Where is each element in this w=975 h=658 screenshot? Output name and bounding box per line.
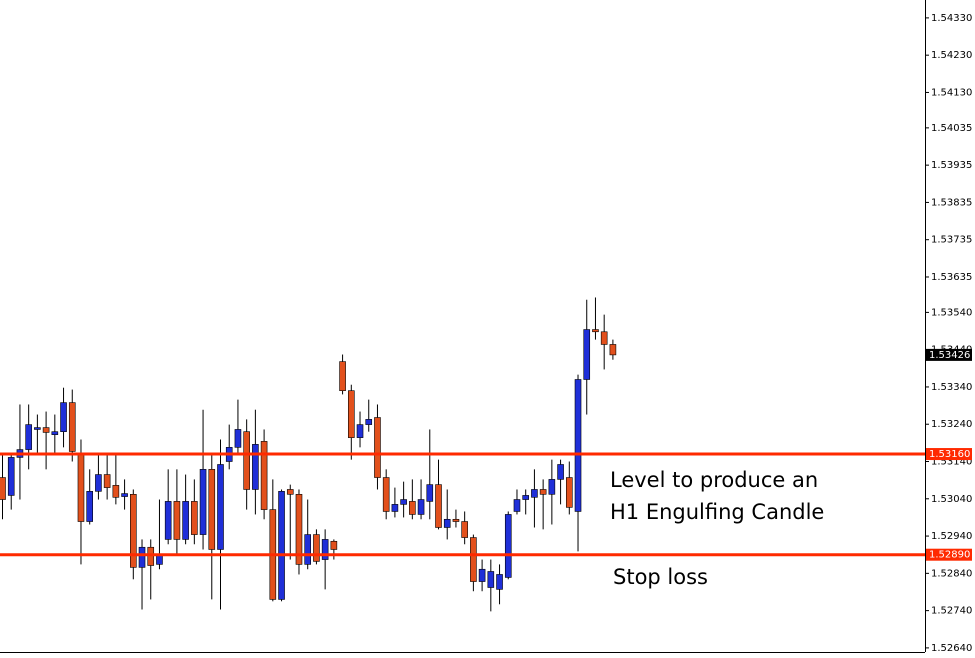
candle-body: [234, 429, 242, 448]
candle-body: [330, 540, 338, 550]
candle-body: [461, 521, 468, 538]
y-tick-label: 1.53540: [931, 307, 972, 318]
y-tick-label: 1.54230: [931, 50, 972, 61]
candle-body: [199, 469, 207, 535]
candle-body: [130, 494, 137, 568]
candle-body: [173, 501, 181, 540]
candle-body: [138, 546, 146, 568]
y-tick-label: 1.54330: [931, 13, 972, 24]
annotation: Stop loss: [613, 565, 708, 589]
candle-body: [60, 402, 67, 432]
y-tick-label: 1.53835: [931, 197, 972, 208]
candle-body: [487, 571, 495, 588]
candle-body: [382, 477, 390, 512]
candle-body: [112, 485, 120, 498]
candle-body: [470, 537, 477, 582]
level-price-box: [926, 548, 972, 561]
candle-body: [7, 457, 15, 496]
candle-body: [513, 499, 521, 512]
candle-body: [347, 390, 355, 438]
candle-body: [191, 501, 198, 535]
candle-body: [304, 534, 312, 565]
candle-body: [400, 499, 407, 505]
candle-body: [321, 539, 329, 560]
candle-body: [164, 501, 172, 540]
y-tick-label: 1.54130: [931, 87, 972, 98]
candle-body: [278, 491, 285, 600]
level-price-label: 1.52890: [929, 550, 970, 561]
y-tick-label: 1.53635: [931, 272, 972, 283]
candle-body: [313, 534, 320, 562]
candle-body: [339, 361, 346, 391]
y-tick-label: 1.53935: [931, 160, 972, 171]
candle-body: [243, 431, 250, 490]
y-tick-label: 1.52840: [931, 568, 972, 579]
candle-body: [496, 574, 503, 590]
candle-body: [295, 494, 303, 565]
candle-body: [77, 454, 85, 522]
y-tick-label: 1.52640: [931, 643, 972, 654]
candle-body: [426, 484, 434, 502]
candle-body: [356, 424, 364, 438]
candle-body: [417, 499, 425, 515]
candle-body: [522, 495, 530, 500]
current-price-label: 1.53426: [929, 350, 970, 361]
candle-body: [452, 518, 460, 522]
candle-body: [478, 568, 486, 582]
level-price-box: [926, 448, 972, 461]
candle-body: [539, 489, 547, 495]
candle-body: [147, 546, 155, 566]
candle-body: [548, 479, 556, 495]
candle-body: [583, 329, 591, 380]
candle-body: [592, 329, 599, 333]
candle-body: [121, 493, 128, 497]
candle-body: [182, 501, 189, 540]
candle-body: [565, 477, 573, 508]
candle-body: [286, 489, 294, 495]
candle-body: [374, 417, 381, 478]
y-tick-label: 1.53040: [931, 494, 972, 505]
y-tick-label: 1.54035: [931, 123, 972, 134]
candle-body: [409, 501, 416, 515]
candle-body: [103, 474, 111, 488]
current-price-box: [926, 348, 972, 361]
y-tick-label: 1.52940: [931, 531, 972, 542]
candle-body: [208, 469, 216, 550]
candle-body: [25, 424, 32, 450]
candle-body: [443, 518, 451, 528]
y-tick-label: 1.53735: [931, 235, 972, 246]
candle-body: [600, 331, 608, 345]
candle-body: [574, 379, 582, 512]
candle-body: [86, 491, 93, 522]
candle-body: [435, 484, 442, 528]
candle-body: [504, 514, 512, 578]
candle-body: [252, 444, 259, 490]
candle-body: [34, 427, 41, 430]
y-tick-label: 1.53240: [931, 419, 972, 430]
candle-body: [365, 419, 373, 425]
candle-body: [391, 504, 399, 512]
candle-body: [609, 344, 617, 356]
candle-body: [217, 464, 224, 550]
y-tick-label: 1.52740: [931, 606, 972, 617]
candle-body: [0, 477, 6, 500]
annotation: Level to produce an: [610, 468, 818, 492]
candle-body: [51, 431, 59, 435]
candle-body: [557, 464, 564, 480]
y-tick-label: 1.53340: [931, 382, 972, 393]
candle-body: [42, 427, 50, 433]
candle-body: [260, 441, 268, 510]
candle-body: [95, 474, 102, 492]
candle-body: [68, 402, 76, 452]
level-price-label: 1.53160: [929, 449, 970, 460]
y-tick-label: 1.53140: [931, 457, 972, 468]
candle-body: [531, 489, 538, 498]
annotation: H1 Engulfing Candle: [610, 500, 824, 524]
